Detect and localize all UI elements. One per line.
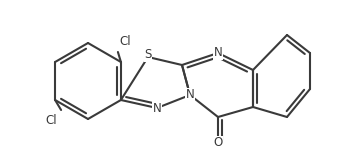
Text: Cl: Cl: [45, 114, 57, 127]
Text: S: S: [144, 49, 152, 62]
Text: N: N: [153, 101, 161, 115]
Text: O: O: [213, 136, 223, 149]
Text: N: N: [214, 47, 222, 60]
Text: Cl: Cl: [119, 35, 131, 49]
Text: N: N: [186, 88, 194, 101]
